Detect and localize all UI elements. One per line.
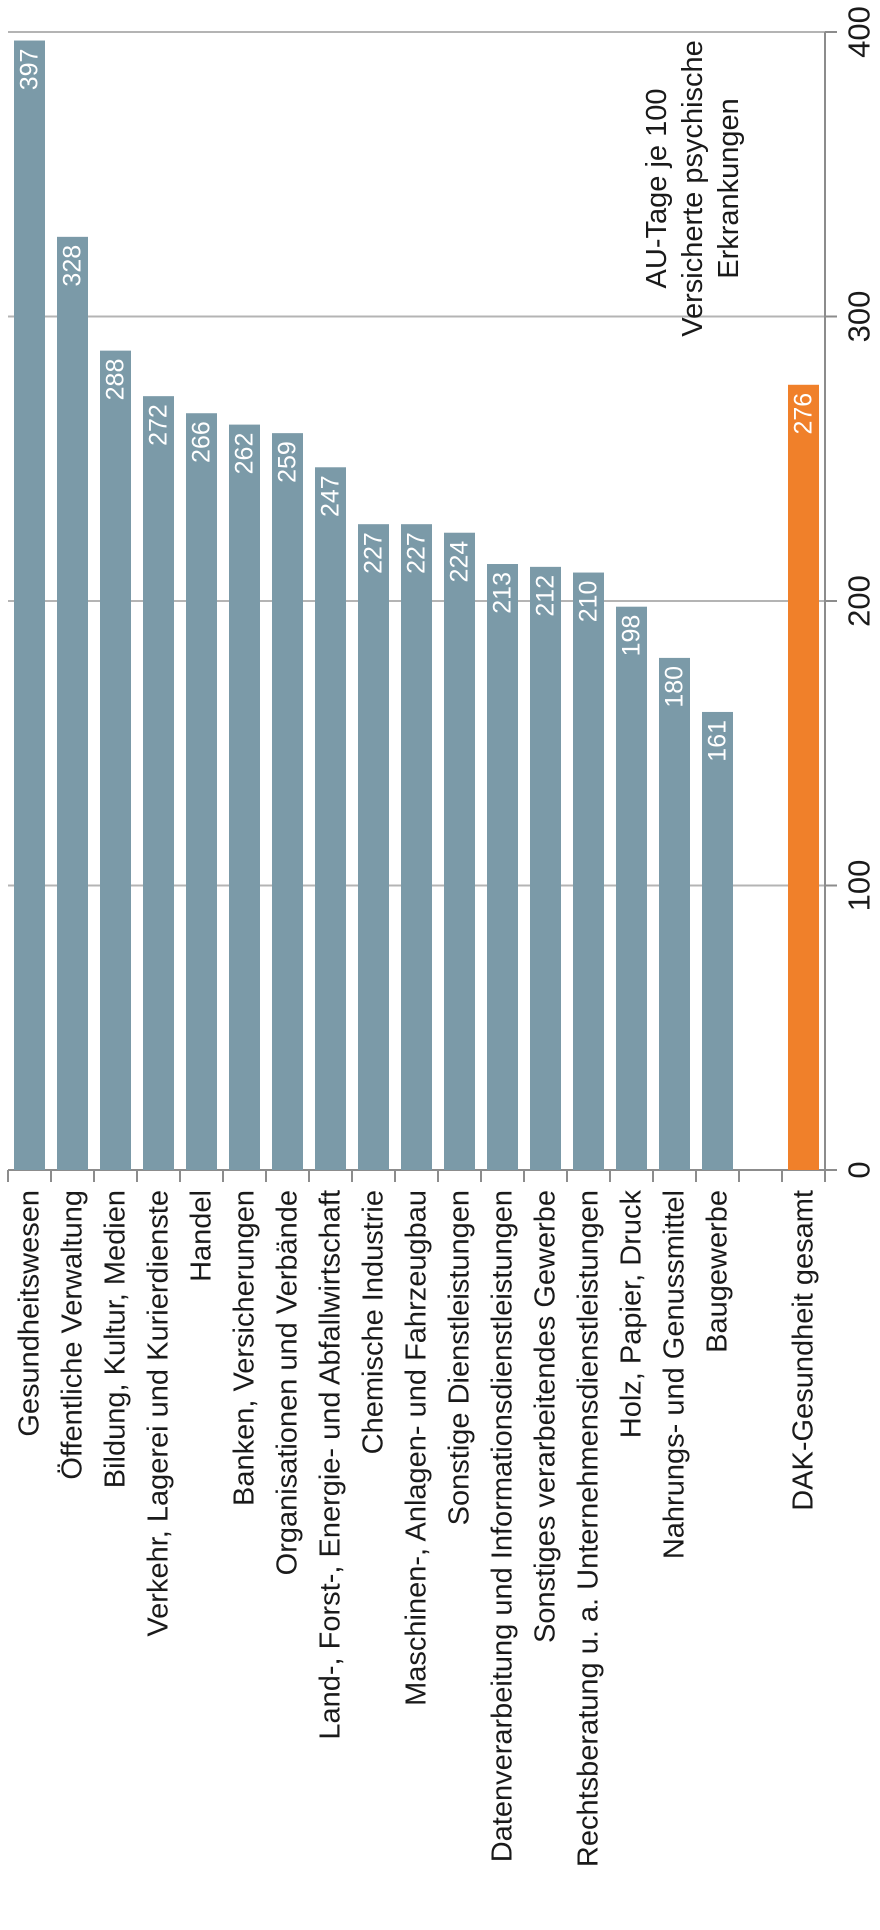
category-label: Baugewerbe: [702, 1190, 734, 1353]
value-label: 227: [403, 532, 431, 574]
value-label: 262: [231, 433, 259, 475]
value-label: 328: [59, 245, 87, 287]
category-label: Land-, Forst-, Energie- und Abfallwirtsc…: [315, 1190, 347, 1740]
bar: [487, 564, 518, 1170]
category-label: Öffentliche Verwaltung: [57, 1190, 89, 1480]
bar: [788, 384, 819, 1170]
category-label: Banken, Versicherungen: [229, 1190, 261, 1506]
value-label: 212: [532, 575, 560, 617]
bar: [272, 433, 303, 1170]
bar: [14, 40, 45, 1170]
tick-label: 100: [841, 860, 876, 912]
category-label: Organisationen und Verbände: [272, 1190, 304, 1575]
bar: [702, 711, 733, 1170]
bar: [659, 657, 690, 1170]
value-label: 198: [618, 615, 646, 657]
bar: [229, 424, 260, 1170]
bar: [616, 606, 647, 1170]
category-label: Maschinen-, Anlagen- und Fahrzeugbau: [401, 1190, 433, 1706]
value-label: 288: [102, 359, 130, 401]
tick-label: 400: [841, 6, 876, 58]
category-label: Gesundheitswesen: [14, 1190, 46, 1437]
annotation-line: AU-Tage je 100: [641, 89, 673, 289]
value-label: 210: [575, 581, 603, 623]
value-label: 276: [790, 393, 818, 435]
plot-area: 0 100 200 300 400 397 Gesundheitswesen 328 Öffen…: [7, 6, 876, 1867]
value-label: 180: [661, 666, 689, 708]
category-label: Sonstiges verarbeitendes Gewerbe: [530, 1190, 562, 1643]
category-label: Chemische Industrie: [358, 1190, 390, 1454]
bar: [530, 566, 561, 1170]
value-label: 224: [446, 541, 474, 583]
annotation-line: Versicherte psychische: [677, 40, 709, 337]
value-label: 272: [145, 404, 173, 446]
category-label: Handel: [186, 1190, 218, 1282]
bar: [57, 236, 88, 1170]
bar: [401, 524, 432, 1170]
value-label: 247: [317, 475, 345, 517]
category-label: Rechtsberatung u. a. Unternehmensdienstl…: [573, 1190, 605, 1867]
bar: [143, 396, 174, 1170]
value-label: 397: [16, 49, 44, 91]
category-label: DAK-Gesundheit gesamt: [788, 1190, 820, 1511]
value-label: 213: [489, 572, 517, 614]
bar: [315, 467, 346, 1170]
value-label: 266: [188, 421, 216, 463]
category-label: Nahrungs- und Genussmittel: [659, 1190, 691, 1559]
category-label: Bildung, Kultur, Medien: [100, 1190, 132, 1488]
bar: [573, 572, 604, 1170]
bar: [100, 350, 131, 1170]
bar: [444, 532, 475, 1170]
category-label: Verkehr, Lagerei und Kurierdienste: [143, 1190, 175, 1637]
tick-label: 300: [841, 291, 876, 343]
value-label: 227: [360, 532, 388, 574]
annotation-line: Erkrankungen: [713, 98, 745, 279]
tick-label: 200: [841, 575, 876, 627]
category-label: Datenverarbeitung und Informationsdienst…: [487, 1190, 519, 1862]
tick-label: 0: [841, 1161, 876, 1178]
value-label: 161: [704, 720, 732, 762]
bar: [358, 524, 389, 1170]
category-label: Holz, Papier, Druck: [616, 1190, 648, 1439]
category-label: Sonstige Dienstleistungen: [444, 1190, 476, 1525]
value-label: 259: [274, 441, 302, 483]
bar: [186, 413, 217, 1170]
